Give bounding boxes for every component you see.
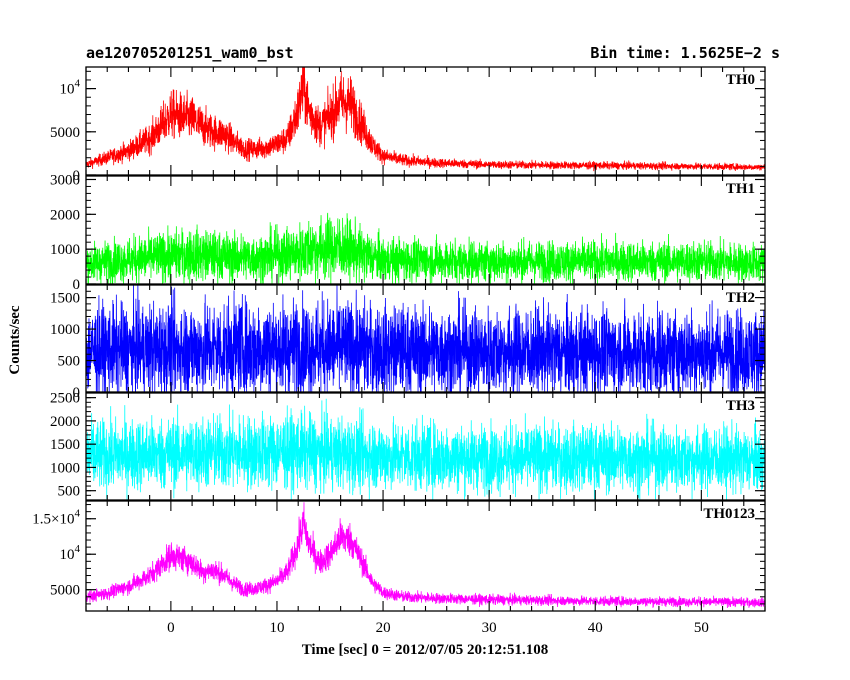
y-tick-label: 2500 [50, 391, 80, 407]
y-tick-label: 0 [73, 277, 81, 293]
y-tick-label: 5000 [50, 125, 80, 141]
y-tick-label: 1000 [50, 242, 80, 258]
series-line-th2 [86, 285, 765, 392]
panel-label: TH1 [726, 181, 755, 197]
x-tick-label: 30 [482, 620, 497, 636]
panel-th2: 0 500 1000 1500 TH2 [50, 284, 766, 401]
y-tick-label: 1500 [50, 291, 80, 307]
panel-th3: 500 1000 1500 2000 2500 TH3 [50, 391, 766, 501]
panel-label: TH3 [726, 398, 755, 414]
x-tick-label: 40 [588, 620, 603, 636]
panel-label: TH2 [726, 290, 755, 306]
y-tick-label: 0 [73, 385, 81, 401]
y-tick-label: 0 [73, 168, 81, 184]
series-line-th0 [86, 67, 765, 172]
y-tick-label: 104 [60, 78, 81, 98]
y-tick-label: 2000 [50, 414, 80, 430]
y-tick-label: 1000 [50, 460, 80, 476]
y-tick-label: 104 [60, 543, 81, 563]
bin-time-label: Bin time: 1.5625E−2 s [590, 44, 780, 62]
series-line-th0123 [86, 502, 765, 609]
panel-th1: 0 1000 2000 3000 TH1 [50, 172, 766, 293]
x-tick-label: 50 [694, 620, 709, 636]
y-tick-label: 2000 [50, 207, 80, 223]
y-tick-label: 1.5×104 [32, 508, 80, 528]
series-line-th1 [86, 212, 765, 284]
x-axis-label: Time [sec] 0 = 2012/07/05 20:12:51.108 [302, 642, 549, 658]
y-tick-label: 1500 [50, 437, 80, 453]
chart-title: ae120705201251_wam0_bst [86, 44, 294, 62]
y-tick-label: 500 [58, 354, 81, 370]
panel-label: TH0 [726, 72, 755, 88]
panel-th0123: 5000 104 1.5×104 TH0123 [32, 500, 766, 612]
panel-th0: 0 5000 104 TH0 [50, 66, 766, 184]
panels-group: 0 5000 104 TH0 0 1000 2000 3000 TH1 0 500 1000 1500 T… [32, 66, 766, 612]
y-tick-label: 3000 [50, 172, 80, 188]
x-tick-label: 20 [376, 620, 391, 636]
y-tick-label: 1000 [50, 322, 80, 338]
x-tick-label: 10 [269, 620, 284, 636]
y-tick-label: 5000 [50, 583, 80, 599]
y-tick-label: 500 [58, 484, 81, 500]
y-axis-label: Counts/sec [7, 305, 23, 375]
x-tick-label: 0 [167, 620, 175, 636]
x-axis: 0 10 20 30 40 50 [167, 620, 709, 636]
series-line-th3 [86, 398, 765, 500]
panel-label: TH0123 [703, 506, 755, 522]
